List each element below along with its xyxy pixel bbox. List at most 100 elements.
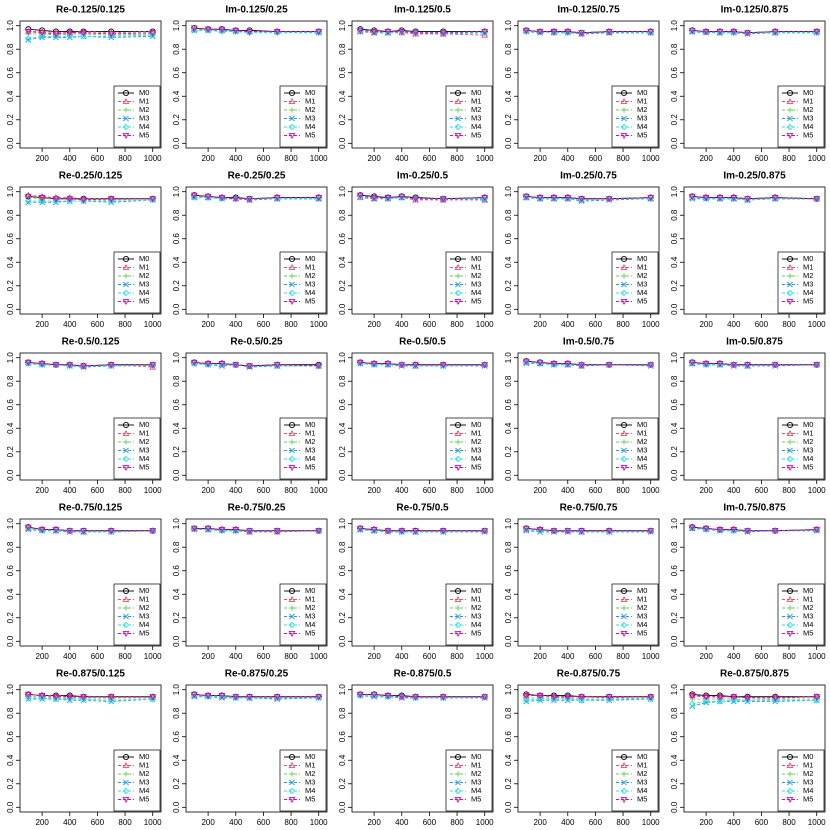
- legend-label: M1: [637, 428, 647, 437]
- marker: [771, 528, 779, 535]
- marker: [190, 359, 198, 366]
- marker: [605, 362, 613, 369]
- marker: [536, 29, 544, 36]
- marker: [564, 694, 572, 701]
- x-tick-label: 800: [284, 818, 298, 827]
- y-tick-label: 0.6: [504, 731, 513, 743]
- legend-label: M0: [471, 420, 481, 429]
- y-tick-label: 0.6: [338, 399, 347, 411]
- legend-marker: [787, 771, 793, 777]
- legend-label: M4: [305, 454, 315, 463]
- legend-marker: [786, 787, 794, 795]
- marker: [481, 31, 489, 38]
- marker: [24, 29, 32, 36]
- series-line: [692, 197, 817, 201]
- x-tick-label: 600: [423, 818, 437, 827]
- legend-marker: [786, 89, 794, 97]
- legend-label: M2: [139, 271, 149, 280]
- legend-marker: [122, 89, 130, 97]
- legend-marker: [122, 132, 130, 140]
- legend-marker: [786, 796, 794, 804]
- y-tick-label: 0.6: [6, 399, 15, 411]
- legend-marker: [288, 455, 296, 463]
- marker: [149, 362, 157, 369]
- legend-label: M4: [803, 288, 813, 297]
- marker: [439, 196, 447, 203]
- marker: [523, 697, 530, 704]
- legend-label: M1: [803, 428, 813, 437]
- marker: [315, 195, 323, 202]
- marker: [730, 362, 738, 369]
- legend-label: M4: [139, 454, 149, 463]
- y-tick-label: 0.2: [670, 446, 679, 458]
- marker: [605, 528, 613, 535]
- x-tick-label: 600: [257, 486, 271, 495]
- legend-marker: [786, 255, 794, 263]
- x-tick-label: 400: [63, 154, 77, 163]
- x-tick-label: 400: [395, 652, 409, 661]
- legend-marker: [288, 123, 296, 131]
- legend-label: M2: [139, 437, 149, 446]
- x-tick-label: 800: [450, 486, 464, 495]
- legend-label: M4: [471, 454, 481, 463]
- marker: [66, 197, 74, 205]
- series-line: [194, 527, 319, 532]
- legend-box: [445, 583, 493, 646]
- legend-marker: [122, 630, 130, 638]
- series-line: [692, 695, 817, 699]
- legend-label: M4: [803, 786, 813, 795]
- y-tick-label: 1.0: [172, 352, 181, 364]
- legend-label: M3: [139, 777, 149, 786]
- marker: [370, 527, 378, 534]
- marker: [25, 694, 32, 702]
- x-tick-label: 600: [755, 320, 769, 329]
- legend-label: M4: [637, 454, 647, 463]
- panel: Im-0.75/0.875 0.0 0.2 0.4 0.6 0.8 1.0 200 400 600…: [670, 503, 826, 661]
- legend-marker: [455, 115, 461, 122]
- x-tick-label: 600: [257, 320, 271, 329]
- legend-label: M3: [471, 445, 481, 454]
- legend-marker: [620, 89, 628, 97]
- legend-label: M1: [305, 428, 315, 437]
- marker: [716, 694, 724, 701]
- legend-label: M2: [803, 603, 813, 612]
- series-line: [360, 194, 485, 200]
- x-tick-label: 600: [589, 154, 603, 163]
- legend-label: M5: [803, 794, 813, 803]
- x-tick-label: 1000: [310, 818, 328, 827]
- x-tick-label: 800: [782, 652, 796, 661]
- x-tick-label: 600: [257, 818, 271, 827]
- legend-label: M5: [139, 462, 149, 471]
- chart-title: Re-0.875/0.875: [720, 669, 789, 680]
- legend-box: [445, 749, 493, 812]
- legend-label: M5: [471, 130, 481, 139]
- legend-marker: [620, 298, 628, 306]
- y-tick-label: 0.0: [504, 469, 513, 481]
- legend-marker: [454, 421, 462, 429]
- legend-marker: [288, 255, 296, 263]
- y-tick-label: 0.0: [172, 801, 181, 813]
- x-tick-label: 400: [395, 320, 409, 329]
- legend-label: M4: [637, 786, 647, 795]
- plot-frame: [517, 684, 660, 813]
- marker: [412, 528, 419, 535]
- legend-box: [279, 749, 327, 812]
- legend-marker: [122, 796, 130, 804]
- x-tick-label: 1000: [808, 154, 826, 163]
- y-tick-label: 0.0: [670, 303, 679, 315]
- marker: [578, 362, 585, 369]
- legend-label: M5: [305, 628, 315, 637]
- x-tick-label: 200: [35, 320, 49, 329]
- legend-marker: [288, 595, 296, 603]
- y-tick-label: 1.0: [6, 186, 15, 198]
- legend-marker: [621, 447, 627, 454]
- legend-label: M2: [637, 603, 647, 612]
- y-tick-label: 0.6: [172, 565, 181, 577]
- legend-label: M5: [471, 462, 481, 471]
- legend-marker: [787, 115, 793, 122]
- panel: Re-0.5/0.125 0.0 0.2 0.4 0.6 0.8 1.0 200 400 600 8…: [6, 337, 162, 495]
- y-tick-label: 1.0: [338, 352, 347, 364]
- legend-label: M0: [305, 752, 315, 761]
- marker: [771, 695, 779, 702]
- legend-marker: [289, 273, 295, 279]
